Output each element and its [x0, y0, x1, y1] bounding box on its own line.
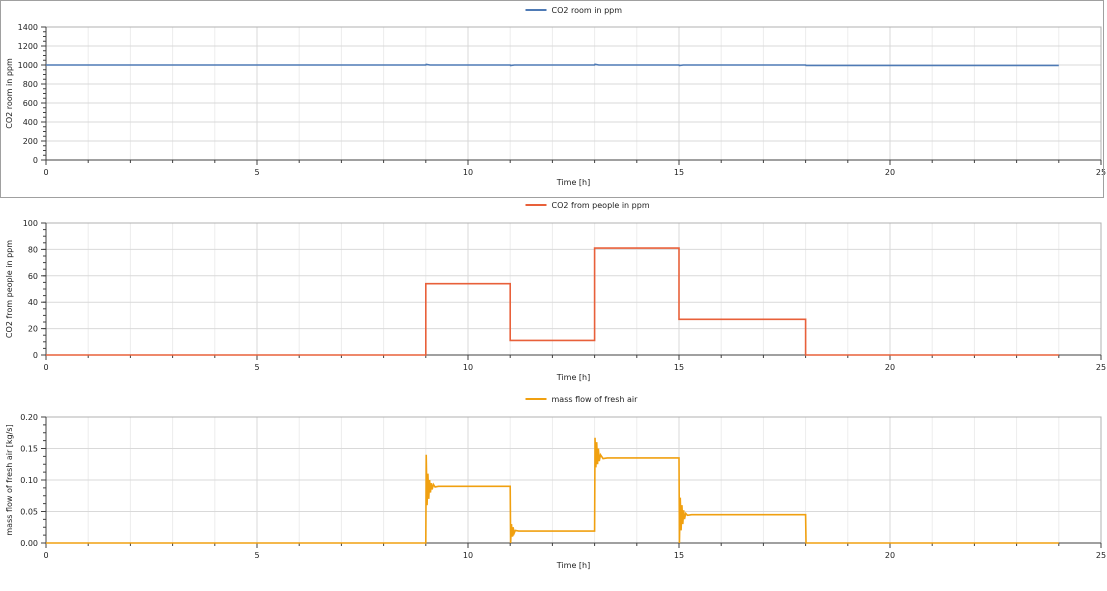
x-tick-label: 25	[1096, 168, 1106, 177]
y-tick-label: 0.15	[20, 445, 38, 454]
x-tick-label: 25	[1096, 551, 1106, 560]
x-tick-label: 0	[43, 168, 48, 177]
x-tick-label: 20	[885, 363, 895, 372]
chart-panel-co2-room: 0 5 10 15 20 25 0 200 400 600 800 1000 1200 1400 Time …	[0, 0, 1107, 198]
y-tick-label: 0	[33, 351, 38, 360]
y-axis-label: mass flow of fresh air [kg/s]	[5, 424, 14, 535]
x-tick-label: 15	[674, 363, 684, 372]
x-axis-label: Time [h]	[556, 178, 590, 187]
legend-label: CO2 from people in ppm	[552, 201, 650, 210]
x-tick-label: 20	[885, 168, 895, 177]
x-axis-label: Time [h]	[556, 373, 590, 382]
x-axis-label: Time [h]	[556, 561, 590, 570]
y-tick-label: 1400	[18, 23, 38, 32]
x-tick-label: 0	[43, 363, 48, 372]
y-tick-label: 60	[28, 272, 38, 281]
x-tick-label: 10	[463, 168, 473, 177]
chart-co2-room: 0 5 10 15 20 25 0 200 400 600 800 1000 1200 1400 Time …	[5, 6, 1106, 187]
chart-panel-co2-people: 0 5 10 15 20 25 0 20 40 60 80 100 Time [h] CO2 from p…	[0, 198, 1107, 392]
y-tick-label: 0.05	[20, 508, 38, 517]
x-tick-label: 0	[43, 551, 48, 560]
y-tick-label: 0.20	[20, 413, 38, 422]
series-line	[46, 63, 1059, 67]
x-tick-label: 20	[885, 551, 895, 560]
series-line	[46, 247, 1059, 356]
chart-co2-people: 0 5 10 15 20 25 0 20 40 60 80 100 Time [h] CO2 from p…	[5, 201, 1106, 382]
chart-panel-mass-flow: 0 5 10 15 20 25 0.00 0.05 0.10 0.15 0.20 Time [h] ma…	[0, 392, 1107, 587]
y-axis-label: CO2 from people in ppm	[5, 240, 14, 338]
x-tick-label: 5	[254, 168, 259, 177]
x-tick-label: 25	[1096, 363, 1106, 372]
y-tick-label: 0.00	[20, 539, 38, 548]
y-tick-label: 20	[28, 325, 38, 334]
y-tick-label: 0.10	[20, 476, 38, 485]
x-tick-label: 5	[254, 363, 259, 372]
chart-mass-flow: 0 5 10 15 20 25 0.00 0.05 0.10 0.15 0.20 Time [h] ma…	[5, 395, 1106, 570]
y-tick-label: 1000	[18, 61, 38, 70]
legend-label: mass flow of fresh air	[552, 395, 639, 404]
chart-frame	[0, 0, 1104, 198]
y-tick-label: 40	[28, 298, 38, 307]
y-tick-label: 600	[23, 99, 38, 108]
y-tick-label: 100	[23, 219, 38, 228]
y-tick-label: 0	[33, 156, 38, 165]
y-tick-label: 80	[28, 245, 38, 254]
x-tick-label: 5	[254, 551, 259, 560]
plot-area	[45, 222, 1102, 356]
y-tick-label: 1200	[18, 42, 38, 51]
y-tick-label: 200	[23, 137, 38, 146]
x-tick-label: 10	[463, 363, 473, 372]
x-tick-label: 10	[463, 551, 473, 560]
x-tick-label: 15	[674, 551, 684, 560]
y-axis-label: CO2 room in ppm	[5, 58, 14, 129]
y-tick-label: 800	[23, 80, 38, 89]
y-tick-label: 400	[23, 118, 38, 127]
series-line	[46, 437, 1059, 544]
x-tick-label: 15	[674, 168, 684, 177]
legend-label: CO2 room in ppm	[552, 6, 623, 15]
